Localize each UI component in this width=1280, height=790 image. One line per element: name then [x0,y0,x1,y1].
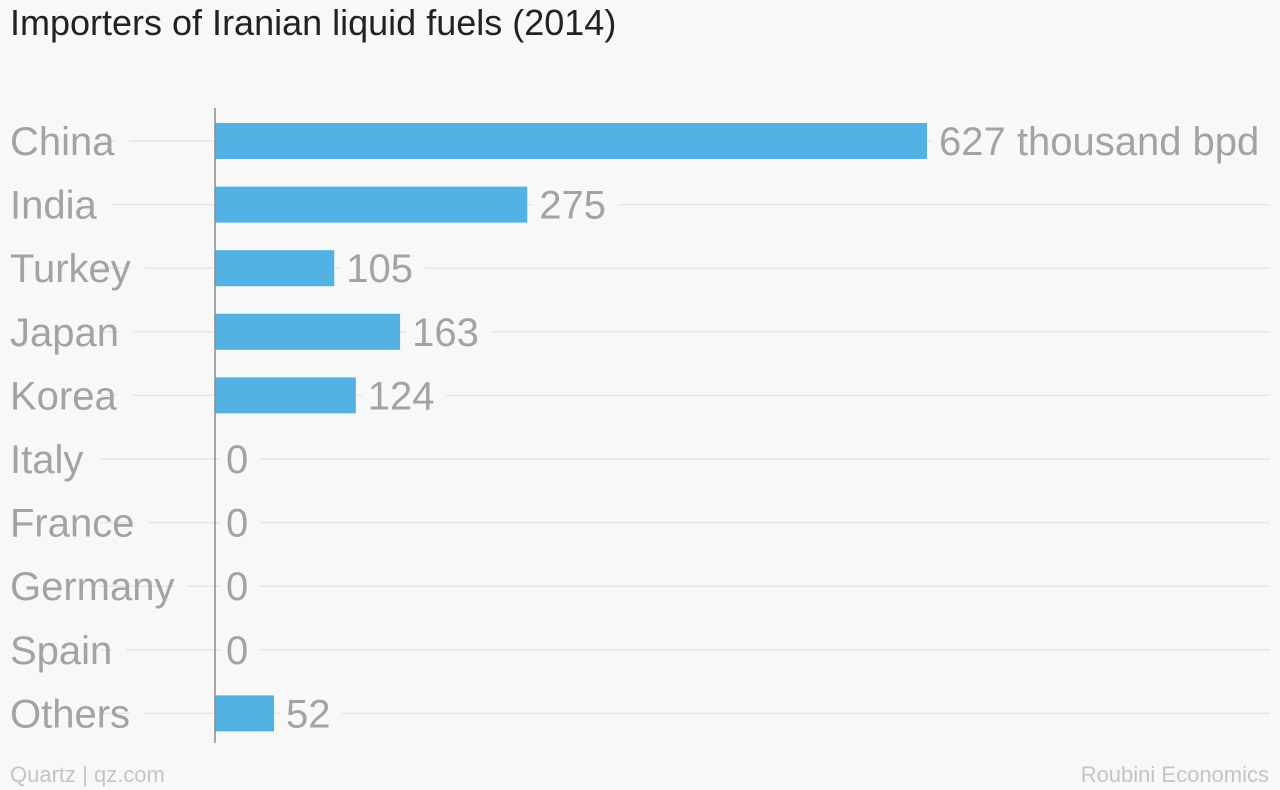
label-gap [130,709,145,718]
value-label: 124 [368,374,435,418]
value-label-gap [220,645,261,654]
value-label-gap [533,200,619,209]
value-label: 52 [286,692,331,736]
value-label: 275 [539,184,606,228]
credit-text: Quartz | qz.com [10,762,165,787]
label-gap [134,518,149,527]
category-label: Turkey [10,247,131,291]
label-gap [174,582,189,591]
bar-others [215,695,275,732]
category-label: Italy [10,438,83,482]
value-label-gap [220,582,261,591]
chart-title: Importers of Iranian liquid fuels (2014) [10,2,617,43]
category-label: Korea [10,374,117,418]
category-label: Spain [10,629,112,673]
value-label-gap [361,391,447,400]
label-gap [130,264,145,273]
value-label: 0 [226,629,248,673]
bar-china [215,123,927,159]
value-label: 0 [226,565,248,609]
source-text: Roubini Economics [1080,762,1269,787]
value-label-gap [220,518,261,527]
value-label: 163 [412,311,479,355]
bar-japan [215,313,401,350]
category-label: India [10,184,97,228]
category-label: Japan [10,311,119,355]
label-gap [115,137,130,145]
value-label-gap [933,137,1272,145]
value-label: 627 thousand bpd [939,120,1259,164]
value-label: 0 [226,502,248,546]
category-label: Others [10,692,130,736]
category-label: Germany [10,565,175,609]
label-gap [112,645,127,654]
value-label: 105 [346,247,413,291]
category-label: China [10,120,115,164]
bar-korea [215,377,356,414]
category-label: France [10,502,135,546]
label-gap [97,200,112,209]
bar-india [215,186,528,223]
value-label-gap [280,709,343,718]
label-gap [118,327,133,336]
value-label-gap [340,264,425,273]
label-gap [117,391,132,400]
bar-turkey [215,250,335,287]
value-label-gap [220,455,261,463]
label-gap [83,455,98,463]
value-label: 0 [226,438,248,482]
value-label-gap [406,327,491,336]
